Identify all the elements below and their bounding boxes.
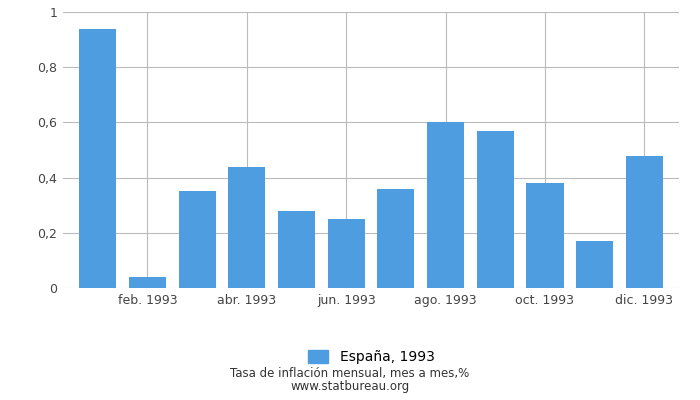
Bar (278, 211, 315, 288)
Bar (576, 241, 613, 288)
Text: www.statbureau.org: www.statbureau.org (290, 380, 410, 393)
Bar (477, 131, 514, 288)
Bar (526, 183, 564, 288)
Bar (377, 189, 414, 288)
Text: Tasa de inflación mensual, mes a mes,%: Tasa de inflación mensual, mes a mes,% (230, 368, 470, 380)
Bar (626, 156, 663, 288)
Bar (328, 219, 365, 288)
Bar (178, 191, 216, 288)
Bar (79, 28, 116, 288)
Bar (228, 166, 265, 288)
Legend: España, 1993: España, 1993 (307, 350, 435, 364)
Bar (129, 277, 166, 288)
Bar (427, 122, 464, 288)
